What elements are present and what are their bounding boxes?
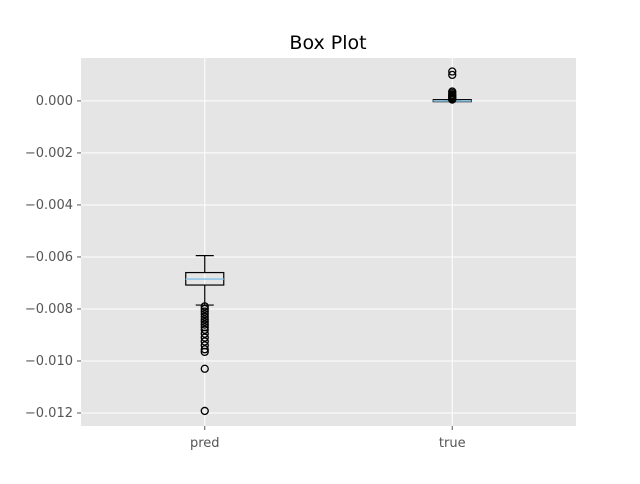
y-tick-label: 0.000: [36, 94, 73, 109]
y-tick-label: −0.008: [25, 302, 73, 317]
outlier-point: [200, 347, 209, 357]
y-tick-label: −0.012: [25, 406, 73, 421]
y-tick-label: −0.006: [25, 250, 73, 265]
outlier-point: [200, 304, 209, 314]
outlier-point: [200, 325, 209, 334]
outlier-point: [200, 333, 209, 342]
x-axis: pred true: [190, 426, 466, 451]
x-tick-label: pred: [190, 436, 220, 451]
y-tick-label: −0.002: [25, 146, 73, 161]
box-pred: [185, 255, 225, 416]
outlier-point: [200, 337, 209, 346]
y-tick-label: −0.004: [25, 198, 73, 213]
outlier-point: [200, 315, 209, 324]
outlier-point: [448, 87, 457, 96]
outlier-point: [200, 317, 209, 327]
plot-area: [81, 58, 576, 426]
x-tick-label: true: [439, 436, 466, 451]
chart-title: Box Plot: [289, 32, 366, 54]
outlier-point: [200, 364, 209, 373]
outlier-point: [200, 312, 209, 321]
boxes: [185, 67, 472, 416]
y-axis: 0.000 −0.002 −0.004 −0.006 −0.008 −0.010 −0.01…: [25, 94, 81, 421]
box-true: [432, 67, 472, 104]
outlier-point: [200, 307, 209, 316]
outlier-point: [200, 302, 209, 311]
grid-lines: [81, 58, 576, 426]
outlier-point: [448, 67, 457, 76]
outlier-point: [200, 329, 209, 338]
y-tick-label: −0.010: [25, 354, 73, 369]
outlier-point: [200, 310, 209, 319]
outlier-point: [200, 345, 209, 354]
outlier-point: [448, 70, 457, 80]
outlier-point: [200, 320, 209, 329]
outlier-point: [200, 406, 209, 416]
